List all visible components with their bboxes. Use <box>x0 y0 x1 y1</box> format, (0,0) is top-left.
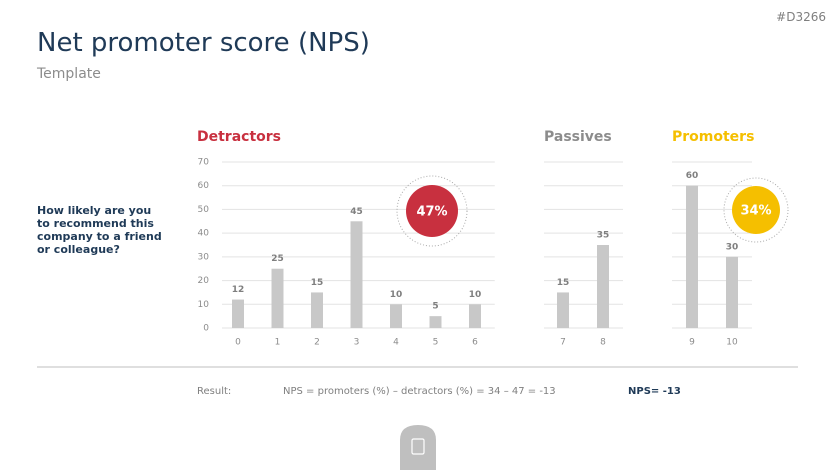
value-label: 25 <box>271 254 284 264</box>
y-tick-label: 40 <box>198 229 210 239</box>
x-tick-label: 1 <box>275 338 281 348</box>
bottom-tab <box>400 425 436 470</box>
badge <box>406 185 458 237</box>
x-tick-label: 3 <box>354 338 360 348</box>
badge-label: 34% <box>740 204 771 219</box>
x-tick-label: 6 <box>472 338 478 348</box>
bar <box>686 185 698 328</box>
value-label: 60 <box>686 171 699 181</box>
y-tick-label: 60 <box>198 181 210 191</box>
x-tick-label: 10 <box>726 338 738 348</box>
result-formula: NPS = promoters (%) – detractors (%) = 3… <box>283 386 556 397</box>
slide-title: Net promoter score (NPS) <box>37 28 370 58</box>
x-tick-label: 2 <box>314 338 320 348</box>
value-label: 30 <box>726 242 739 252</box>
panel-title: Detractors <box>197 129 281 145</box>
question: How likely are you to recommend this com… <box>37 204 162 256</box>
clipboard-icon <box>411 438 425 455</box>
value-label: 10 <box>469 290 482 300</box>
value-label: 5 <box>432 302 438 312</box>
badge-ring <box>723 177 789 243</box>
x-tick-label: 5 <box>433 338 439 348</box>
y-tick-label: 0 <box>203 324 209 334</box>
badge <box>732 186 780 234</box>
y-tick-label: 10 <box>198 300 210 310</box>
x-tick-label: 0 <box>235 338 241 348</box>
badge-ring <box>396 175 468 247</box>
value-label: 35 <box>597 231 610 241</box>
bar <box>726 256 738 328</box>
y-tick-label: 30 <box>198 252 210 262</box>
badge-label: 47% <box>416 205 447 220</box>
bar <box>557 292 569 328</box>
slide-subtitle: Template <box>37 66 101 82</box>
value-label: 10 <box>390 290 403 300</box>
bar <box>232 299 244 328</box>
x-tick-label: 4 <box>393 338 399 348</box>
panel-title: Passives <box>544 129 612 145</box>
bar <box>429 316 442 328</box>
slide-code: #D3266 <box>776 10 826 24</box>
bar <box>469 304 481 328</box>
x-tick-label: 8 <box>600 338 606 348</box>
panel-title: Promoters <box>672 129 754 145</box>
x-tick-label: 7 <box>560 338 566 348</box>
y-tick-label: 70 <box>198 158 210 168</box>
value-label: 15 <box>311 278 324 288</box>
value-label: 15 <box>557 278 570 288</box>
bar <box>390 304 402 328</box>
y-tick-label: 20 <box>198 276 210 286</box>
bar <box>350 221 363 328</box>
x-tick-label: 9 <box>689 338 695 348</box>
bar <box>597 245 609 328</box>
result-label: Result: <box>197 386 231 397</box>
y-tick-label: 50 <box>198 205 210 215</box>
bar <box>271 268 284 328</box>
result-score: NPS= -13 <box>628 386 681 397</box>
bar <box>311 292 323 328</box>
value-label: 12 <box>232 285 245 295</box>
value-label: 45 <box>350 207 363 217</box>
